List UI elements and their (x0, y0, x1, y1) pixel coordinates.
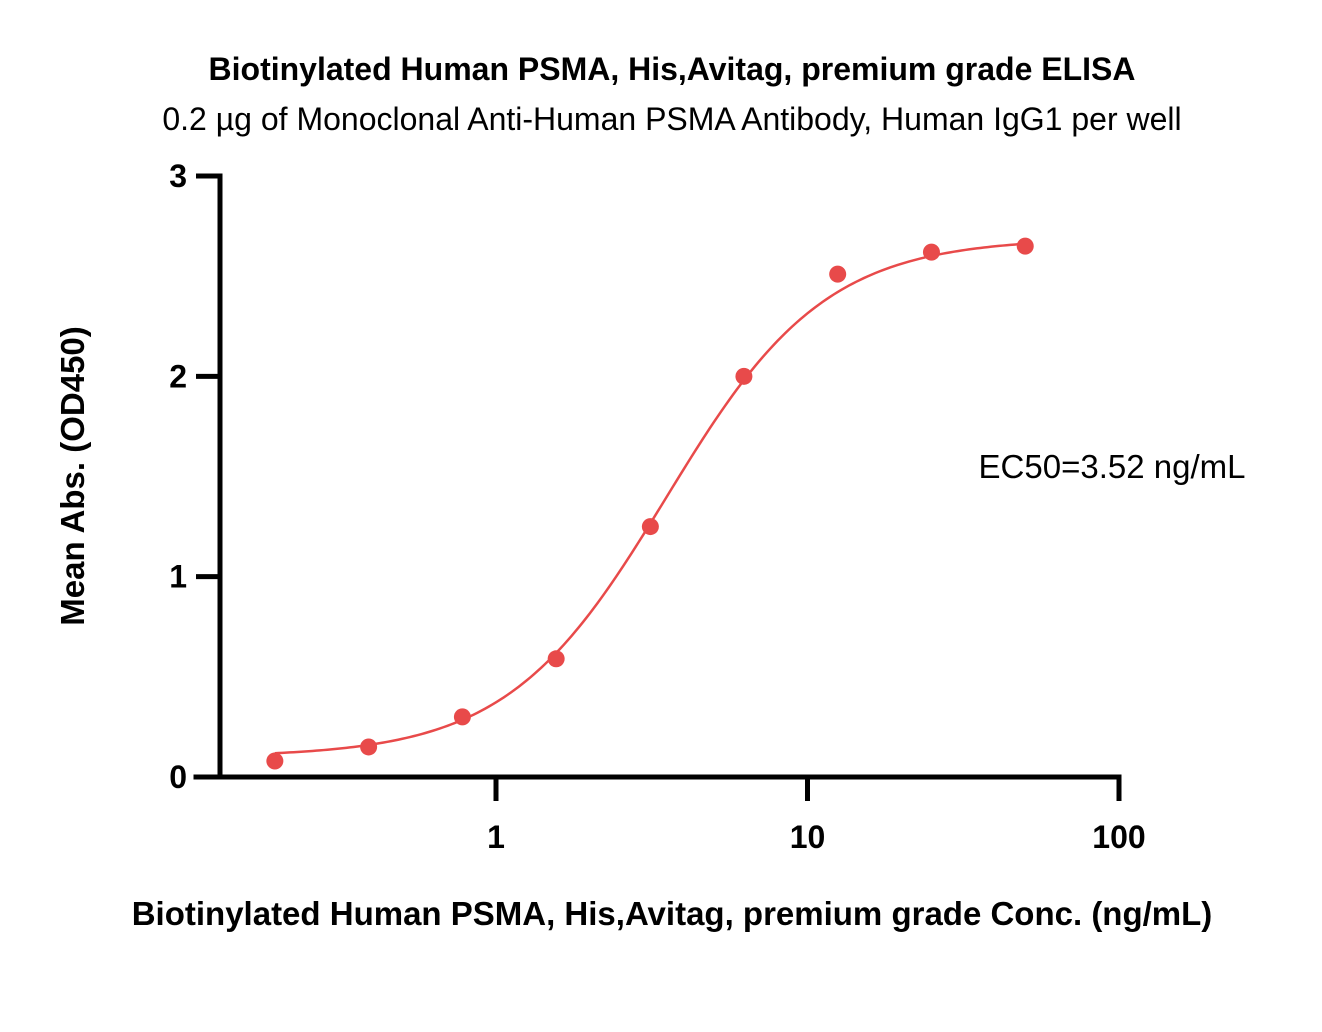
y-ticks: 0 1 2 3 (169, 158, 220, 795)
y-tick-label: 1 (169, 559, 187, 595)
x-axis-label: Biotinylated Human PSMA, His,Avitag, pre… (132, 895, 1213, 932)
data-point (266, 752, 284, 770)
data-point (360, 738, 378, 756)
chart-title: Biotinylated Human PSMA, His,Avitag, pre… (209, 51, 1136, 87)
y-tick-label: 0 (169, 759, 187, 795)
x-tick-label: 10 (790, 819, 826, 855)
data-point (1016, 237, 1034, 255)
x-tick-label: 100 (1092, 819, 1145, 855)
data-point (453, 708, 471, 726)
data-point (922, 243, 940, 261)
data-point (829, 265, 847, 283)
data-points (266, 237, 1034, 770)
data-point (735, 367, 753, 385)
axes (193, 173, 1122, 780)
y-axis-label: Mean Abs. (OD450) (54, 326, 91, 626)
y-tick-label: 3 (169, 158, 187, 194)
x-ticks: 1 10 100 (487, 777, 1146, 855)
fit-curve (274, 242, 1026, 755)
y-tick-label: 2 (169, 358, 187, 394)
ec50-annotation: EC50=3.52 ng/mL (979, 448, 1246, 485)
chart-subtitle: 0.2 µg of Monoclonal Anti-Human PSMA Ant… (162, 101, 1181, 137)
data-point (641, 518, 659, 536)
x-tick-label: 1 (487, 819, 505, 855)
data-point (547, 650, 565, 668)
